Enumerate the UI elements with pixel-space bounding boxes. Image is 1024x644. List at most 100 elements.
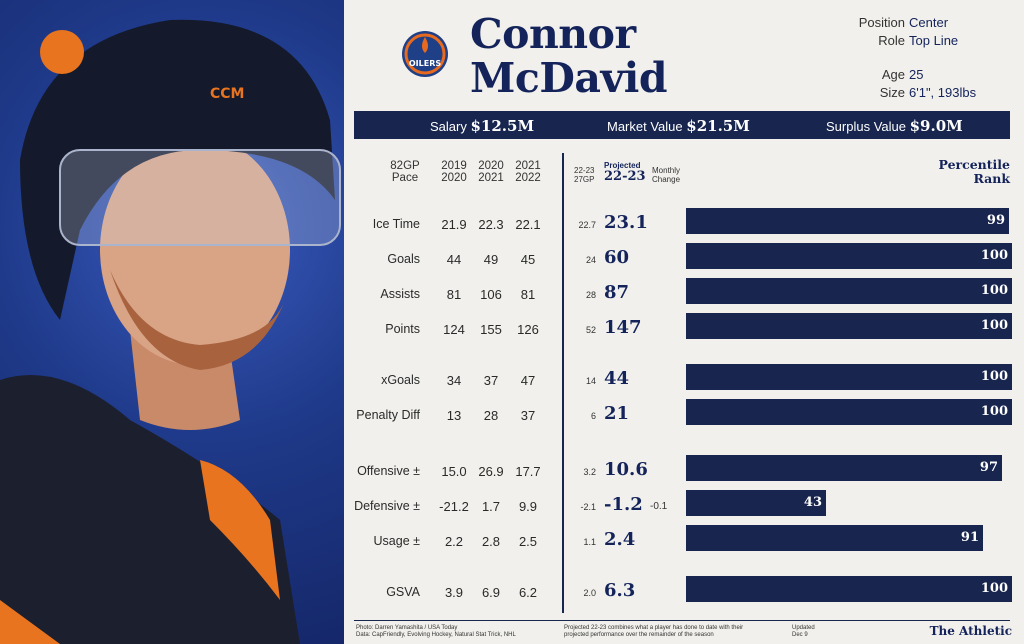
brand-logo: The Athletic — [929, 624, 1012, 638]
row-season-2: 2.8 — [481, 534, 501, 549]
footer-updated: Updated Dec 9 — [792, 625, 815, 638]
position-label: Position — [858, 15, 905, 30]
size-label: Size — [879, 85, 905, 100]
row-season-pace: 6 — [590, 411, 596, 421]
row-season-2: 22.3 — [478, 217, 504, 232]
header-pace: 82GP Pace — [390, 160, 420, 184]
row-season-1: 44 — [446, 252, 462, 267]
logo-text: OILERS — [409, 59, 442, 68]
row-projected: 2.4 — [604, 529, 636, 550]
player-first-name: Connor — [470, 10, 636, 58]
header-season-pace: 22-23 27GP — [574, 166, 595, 184]
market-item: Market Value $21.5M — [607, 117, 750, 135]
row-label: GSVA — [386, 585, 420, 599]
player-last-name: McDavid — [470, 54, 668, 102]
row-label: Penalty Diff — [356, 408, 420, 422]
row-monthly-change: -0.1 — [650, 501, 668, 512]
row-season-1: 3.9 — [444, 585, 464, 600]
row-label: Points — [385, 322, 420, 336]
percentile-bar: 100 — [686, 576, 1012, 602]
row-projected: 87 — [604, 282, 630, 303]
percentile-bar: 91 — [686, 525, 983, 551]
row-season-1: 15.0 — [441, 464, 467, 479]
header-projected: Projected 22-23 — [604, 161, 646, 184]
role-label: Role — [878, 33, 905, 48]
percentile-value: 100 — [980, 248, 1008, 263]
row-season-2: 37 — [483, 373, 499, 388]
row-season-pace: 3.2 — [583, 467, 596, 477]
percentile-bar: 43 — [686, 490, 826, 516]
row-season-3: 6.2 — [518, 585, 538, 600]
row-projected: 23.1 — [604, 212, 648, 233]
percentile-value: 99 — [986, 213, 1005, 228]
market-label: Market Value — [607, 119, 683, 134]
percentile-value: 97 — [979, 460, 998, 475]
footer-note: Projected 22-23 combines what a player h… — [564, 625, 744, 638]
row-label: Defensive ± — [354, 499, 420, 513]
row-season-3: 45 — [520, 252, 536, 267]
row-season-3: 81 — [520, 287, 536, 302]
row-label: Usage ± — [373, 534, 420, 548]
player-photo: CCM — [0, 0, 344, 644]
percentile-bar: 100 — [686, 364, 1012, 390]
row-projected: -1.2 — [604, 494, 643, 515]
percentile-value: 91 — [960, 530, 979, 545]
percentile-value: 100 — [980, 283, 1008, 298]
position-value: Center — [909, 15, 949, 30]
row-season-3: 2.5 — [518, 534, 538, 549]
row-season-pace: 1.1 — [583, 537, 596, 547]
column-divider — [562, 153, 564, 613]
row-season-3: 22.1 — [515, 217, 541, 232]
row-season-pace: 52 — [585, 325, 596, 335]
row-season-2: 1.7 — [481, 499, 501, 514]
row-season-3: 47 — [520, 373, 536, 388]
row-projected: 21 — [604, 403, 630, 424]
player-illustration: CCM — [0, 19, 341, 644]
percentile-bar: 100 — [686, 243, 1012, 269]
row-projected: 6.3 — [604, 580, 636, 601]
row-label: Assists — [380, 287, 420, 301]
row-season-1: 2.2 — [444, 534, 464, 549]
percentile-bar: 97 — [686, 455, 1002, 481]
size-value: 6'1", 193lbs — [909, 85, 977, 100]
row-season-pace: 24 — [585, 255, 596, 265]
percentile-value: 100 — [980, 318, 1008, 333]
header-monthly-change: Monthly Change — [652, 166, 681, 184]
row-season-1: -21.2 — [439, 499, 469, 514]
surplus-label: Surplus Value — [826, 119, 906, 134]
row-season-3: 9.9 — [518, 499, 538, 514]
header-season-2: 2020 2021 — [478, 160, 504, 184]
row-season-2: 28 — [483, 408, 499, 423]
header-season-3: 2021 2022 — [515, 160, 541, 184]
percentile-value: 100 — [980, 369, 1008, 384]
age-label: Age — [881, 67, 905, 82]
surplus-value: $9.0M — [909, 117, 963, 135]
salary-value: $12.5M — [470, 117, 535, 135]
age-value: 25 — [909, 67, 924, 82]
oilers-logo-icon: OILERS — [402, 31, 448, 77]
header-season-1: 2019 2020 — [441, 160, 467, 184]
row-projected: 60 — [604, 247, 630, 268]
row-season-3: 17.7 — [515, 464, 541, 479]
row-projected: 44 — [604, 368, 630, 389]
row-season-3: 37 — [520, 408, 536, 423]
row-label: Ice Time — [372, 217, 420, 231]
row-projected: 10.6 — [604, 459, 648, 480]
row-season-1: 34 — [446, 373, 462, 388]
row-season-2: 6.9 — [481, 585, 501, 600]
row-season-1: 81 — [446, 287, 462, 302]
role-value: Top Line — [909, 33, 959, 48]
salary-label: Salary — [430, 119, 467, 134]
row-label: Goals — [387, 252, 420, 266]
row-season-2: 106 — [480, 287, 502, 302]
percentile-bar: 99 — [686, 208, 1009, 234]
percentile-value: 100 — [980, 581, 1008, 596]
salary-item: Salary $12.5M — [430, 117, 534, 135]
percentile-bar: 100 — [686, 278, 1012, 304]
row-season-2: 26.9 — [478, 464, 504, 479]
row-season-pace: -2.1 — [580, 502, 596, 512]
header-percentile: Percentile Rank — [938, 157, 1010, 186]
row-season-pace: 28 — [585, 290, 596, 300]
percentile-value: 43 — [803, 495, 822, 510]
footer-rule — [354, 620, 1010, 621]
